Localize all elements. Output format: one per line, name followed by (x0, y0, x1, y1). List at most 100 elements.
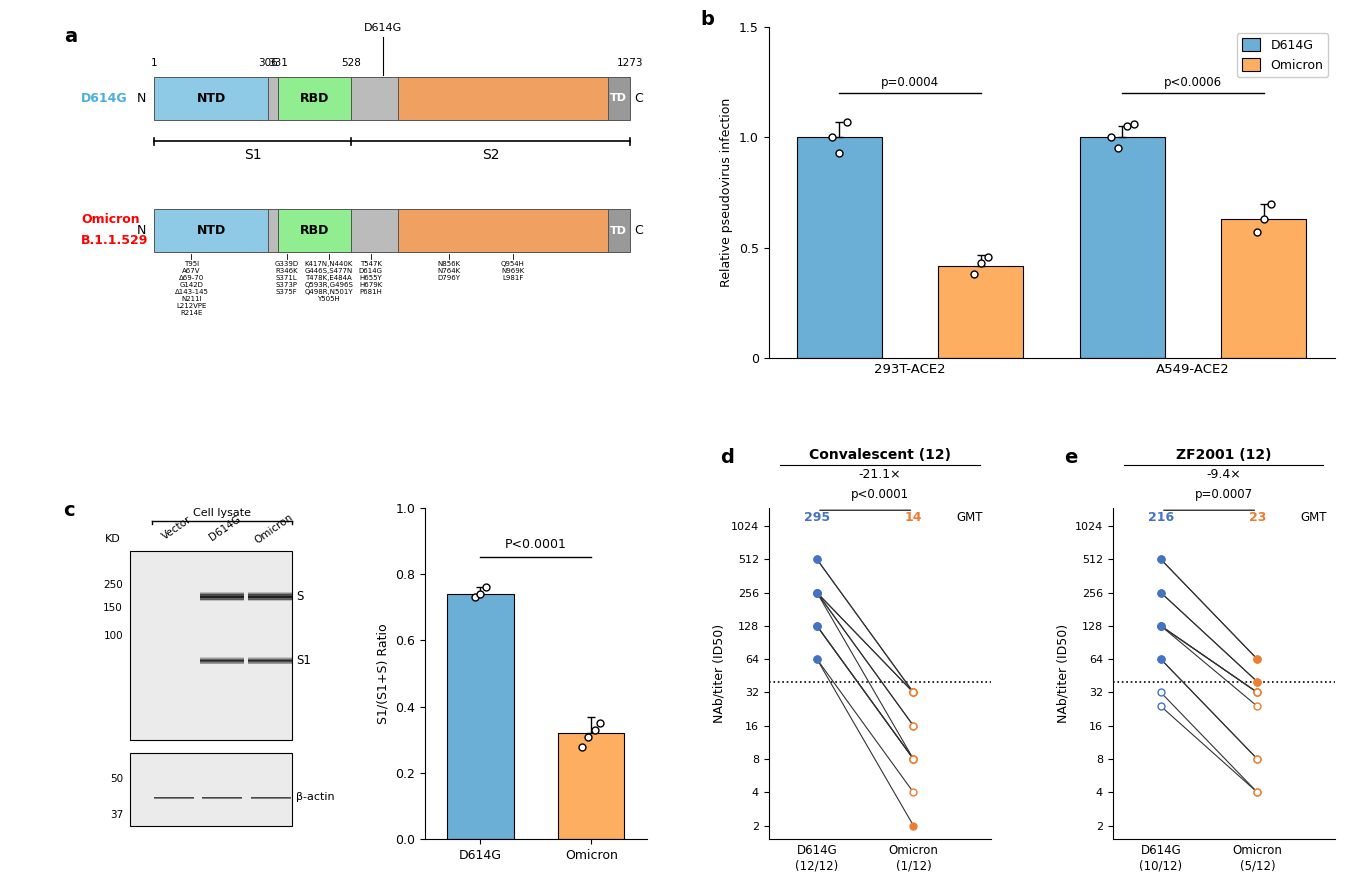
Text: 216: 216 (1147, 511, 1174, 523)
Text: D614G: D614G (81, 92, 128, 104)
Y-axis label: NAb/titer (ID50): NAb/titer (ID50) (1055, 624, 1069, 723)
Bar (155, 77, 268, 120)
Text: Vector: Vector (160, 514, 194, 542)
Text: e: e (1064, 448, 1077, 467)
Text: 37: 37 (109, 810, 123, 820)
Bar (200, 595, 244, 597)
Text: -9.4×: -9.4× (1206, 468, 1242, 481)
Bar (608, 209, 630, 253)
Text: GMT: GMT (1301, 511, 1328, 523)
Bar (448, 594, 514, 839)
Bar (268, 77, 278, 120)
Text: 150: 150 (104, 603, 123, 613)
Bar (200, 663, 244, 664)
Y-axis label: S1/(S1+S) Ratio: S1/(S1+S) Ratio (376, 623, 390, 724)
Text: S1: S1 (297, 654, 311, 667)
Bar (248, 596, 293, 597)
Bar (248, 663, 293, 664)
Text: TD: TD (611, 226, 627, 236)
Bar (248, 597, 293, 598)
Bar (352, 77, 608, 120)
Bar (1080, 138, 1165, 358)
Bar (248, 660, 293, 661)
Bar (200, 594, 244, 596)
Text: c: c (63, 501, 74, 520)
Bar (200, 599, 244, 601)
Text: D614G: D614G (364, 23, 403, 33)
Text: Cell lysate: Cell lysate (193, 508, 251, 518)
Bar (248, 597, 293, 598)
Text: 1273: 1273 (616, 58, 643, 68)
Legend: D614G, Omicron: D614G, Omicron (1236, 33, 1328, 77)
Text: Omicron: Omicron (81, 213, 139, 226)
Bar (200, 657, 244, 659)
Text: TD: TD (611, 93, 627, 103)
Text: S: S (297, 589, 303, 603)
Bar (797, 138, 882, 358)
Text: T95I
A67V
Δ69-70
G142D
Δ143-145
N211I
L212VPE
R214E: T95I A67V Δ69-70 G142D Δ143-145 N211I L2… (174, 261, 209, 315)
Bar (268, 209, 278, 253)
Text: D614G: D614G (208, 514, 243, 543)
Bar (200, 658, 244, 659)
Bar (129, 551, 291, 740)
Bar (938, 265, 1023, 358)
Bar (200, 659, 244, 661)
Text: S2: S2 (481, 148, 499, 162)
Bar (248, 599, 293, 601)
Title: Convalescent (12): Convalescent (12) (809, 448, 950, 462)
Bar (155, 209, 268, 253)
Bar (248, 659, 293, 661)
Title: ZF2001 (12): ZF2001 (12) (1175, 448, 1271, 462)
Bar (200, 662, 244, 663)
Bar (200, 597, 244, 598)
Text: B.1.1.529: B.1.1.529 (81, 234, 148, 247)
Text: p<0.0006: p<0.0006 (1165, 76, 1223, 88)
Bar (352, 209, 608, 253)
Bar (200, 598, 244, 600)
Bar (248, 658, 293, 659)
Bar (200, 661, 244, 663)
Bar (248, 595, 293, 597)
Text: Omicron: Omicron (252, 512, 294, 546)
Bar (278, 209, 352, 253)
Bar (248, 594, 293, 596)
Text: K417N,N440K
G446S,S477N
T478K,E484A
Q593R,G496S
Q498R,N501Y
Y505H: K417N,N440K G446S,S477N T478K,E484A Q593… (305, 261, 353, 302)
Bar (1221, 219, 1306, 358)
Text: p=0.0007: p=0.0007 (1194, 488, 1252, 501)
Text: a: a (63, 27, 77, 46)
Text: p<0.0001: p<0.0001 (851, 488, 909, 501)
Text: 14: 14 (905, 511, 922, 523)
Bar (248, 593, 293, 595)
Text: β-actin: β-actin (297, 792, 334, 802)
Text: 528: 528 (341, 58, 361, 68)
Text: 250: 250 (104, 580, 123, 590)
Bar (200, 660, 244, 661)
Bar (398, 209, 608, 253)
Bar (200, 595, 244, 596)
Bar (200, 661, 244, 662)
Text: d: d (720, 448, 733, 467)
Bar (248, 659, 293, 660)
Text: T547K
D614G
H655Y
H679K
P681H: T547K D614G H655Y H679K P681H (359, 261, 383, 295)
Bar (200, 596, 244, 597)
Bar (398, 77, 608, 120)
Text: Q954H
N969K
L981F: Q954H N969K L981F (501, 261, 524, 280)
Text: C: C (635, 92, 643, 104)
Text: G339D
R346K
S371L
S373P
S375F: G339D R346K S371L S373P S375F (275, 261, 299, 295)
Text: 23: 23 (1248, 511, 1266, 523)
Text: KD: KD (105, 534, 121, 544)
Bar (248, 592, 293, 594)
Text: N: N (136, 224, 146, 238)
Text: 331: 331 (268, 58, 287, 68)
Bar (248, 598, 293, 600)
Bar (248, 595, 293, 596)
Bar (200, 593, 244, 595)
Text: 50: 50 (111, 773, 123, 784)
Bar (248, 661, 293, 662)
Text: p=0.0004: p=0.0004 (882, 76, 940, 88)
Text: NTD: NTD (197, 92, 226, 104)
Text: N856K
N764K
D796Y: N856K N764K D796Y (438, 261, 461, 280)
Y-axis label: Relative pseudovirus infection: Relative pseudovirus infection (720, 98, 733, 288)
Text: N: N (136, 92, 146, 104)
Text: b: b (701, 10, 714, 29)
